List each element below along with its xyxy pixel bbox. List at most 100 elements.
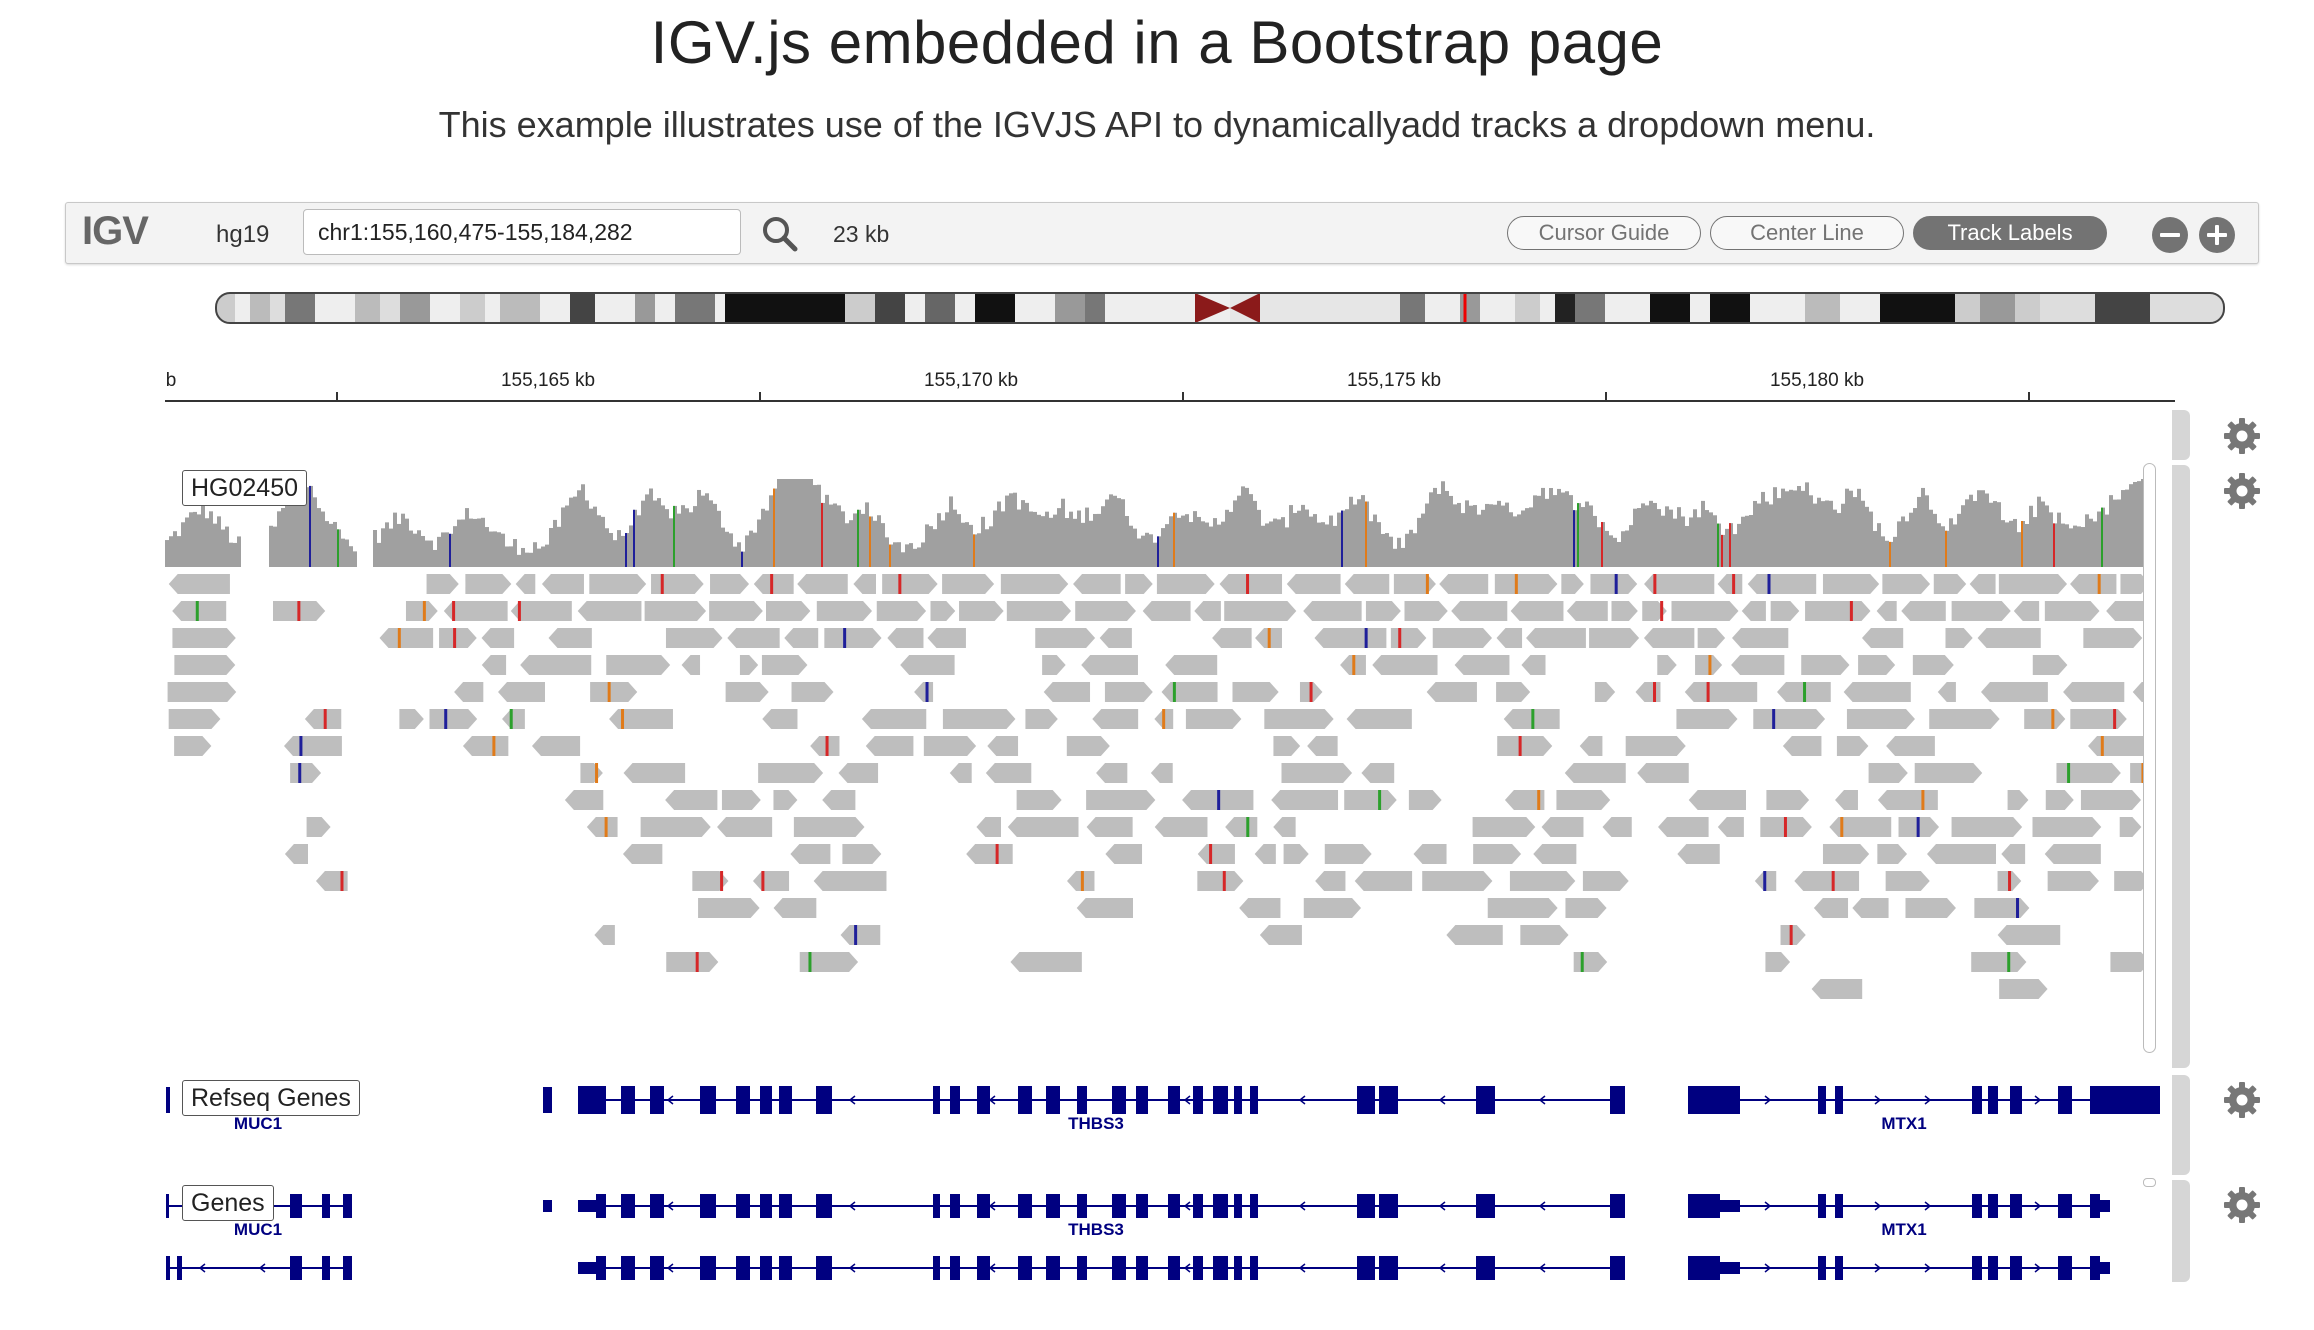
alignment-read <box>949 763 972 783</box>
coverage-bar <box>169 536 173 567</box>
genes-gene-name[interactable]: MTX1 <box>1881 1220 1927 1239</box>
coverage-bar <box>1053 514 1057 567</box>
gene-exon <box>1193 1256 1203 1280</box>
mismatch-mark <box>298 763 302 783</box>
zoom-in-icon[interactable] <box>2199 217 2235 253</box>
alignment-read <box>1344 790 1397 810</box>
refseq-gear-icon[interactable] <box>2222 1080 2262 1120</box>
alignment-read <box>1951 601 2011 621</box>
refseq-track-handle[interactable] <box>2172 1075 2190 1175</box>
mismatch-mark <box>1531 709 1535 729</box>
alignment-read <box>167 682 237 702</box>
gene-exon <box>1018 1256 1032 1280</box>
coverage-bar <box>1065 518 1069 567</box>
coverage-bar <box>1529 507 1533 567</box>
alignment-read <box>515 574 536 594</box>
alignment-track-handle[interactable] <box>2172 465 2190 1068</box>
center-line-button[interactable]: Center Line <box>1710 216 1904 250</box>
coverage-bar <box>1245 487 1249 567</box>
coverage-bar <box>1637 508 1641 567</box>
coverage-bar <box>1413 533 1417 567</box>
strand-arrow <box>1538 1201 1546 1211</box>
alignment-read <box>876 601 927 621</box>
ruler-track-handle[interactable] <box>2172 410 2190 460</box>
alignment-read <box>1731 655 1785 675</box>
refseq-gene-name[interactable]: MUC1 <box>233 1114 283 1133</box>
alignment-read <box>623 763 686 783</box>
alignment-read <box>861 709 927 729</box>
coverage-bar <box>1901 516 1905 567</box>
coverage-bar <box>861 513 865 567</box>
alignment-read <box>822 790 856 810</box>
coverage-bar <box>1725 528 1729 567</box>
coverage-bar <box>1865 506 1869 567</box>
strand-arrow <box>1874 1201 1882 1211</box>
alignment-read <box>773 898 817 918</box>
coverage-bar <box>173 531 177 567</box>
coverage-bar <box>273 526 277 567</box>
coverage-bar <box>2045 505 2049 567</box>
refseq-gene-name[interactable]: THBS3 <box>1068 1114 1124 1133</box>
genes-gene-name[interactable]: MUC1 <box>233 1220 283 1239</box>
coverage-bar <box>609 532 613 567</box>
search-icon[interactable] <box>760 214 800 254</box>
gene-exon <box>1077 1194 1087 1218</box>
alignment-read <box>1473 844 1522 864</box>
mismatch-mark <box>825 736 829 756</box>
alignment-read <box>1969 574 1996 594</box>
alignment-scrollbar[interactable] <box>2143 463 2156 1053</box>
alignment-read <box>1439 574 1489 594</box>
alignment-read <box>1212 628 1252 648</box>
mismatch-mark <box>843 628 847 648</box>
alignment-read <box>1611 601 1638 621</box>
alignment-read <box>1765 952 1791 972</box>
genes-gear-icon[interactable] <box>2222 1185 2262 1225</box>
alignment-read <box>2106 601 2150 621</box>
coverage-bar <box>2137 481 2141 567</box>
alignment-read <box>1852 898 1889 918</box>
genes-scrollbar[interactable] <box>2143 1178 2156 1187</box>
coverage-bar <box>2069 528 2073 567</box>
ideogram-band <box>1750 293 1805 323</box>
ideogram-band <box>2150 293 2224 323</box>
gene-exon <box>1077 1086 1087 1114</box>
coverage-bar <box>1665 506 1669 567</box>
coverage-bar <box>581 484 585 567</box>
coverage-bar <box>1473 505 1477 567</box>
alignment-read <box>1998 574 2068 594</box>
genes-gene-name[interactable]: THBS3 <box>1068 1220 1124 1239</box>
mismatch-mark <box>595 763 599 783</box>
coverage-bar <box>1137 538 1141 567</box>
coverage-bar <box>1481 509 1485 567</box>
strand-arrow <box>988 1095 996 1105</box>
track-labels-button[interactable]: Track Labels <box>1913 216 2107 250</box>
coverage-bar <box>1317 522 1321 567</box>
cursor-guide-button[interactable]: Cursor Guide <box>1507 216 1701 250</box>
alignment-read <box>1697 628 1726 648</box>
coverage-bar <box>1049 517 1053 567</box>
zoom-out-icon[interactable] <box>2152 217 2188 253</box>
coverage-bar <box>1557 488 1561 567</box>
coverage-bar <box>1961 505 1965 567</box>
coverage-bar <box>1809 495 1813 567</box>
gene-exon <box>950 1256 960 1280</box>
locus-search-input[interactable] <box>303 209 741 255</box>
genes-track-handle[interactable] <box>2172 1180 2190 1282</box>
coverage-bar <box>2001 520 2005 567</box>
coverage-bar <box>917 547 921 567</box>
chromosome-ideogram[interactable] <box>215 290 2227 326</box>
coverage-bar <box>905 544 909 567</box>
alignment-gear-icon[interactable] <box>2222 471 2262 511</box>
alignment-read <box>577 601 642 621</box>
coverage-bar <box>781 479 785 567</box>
alignment-read <box>315 871 348 891</box>
alignment-read <box>1073 574 1121 594</box>
coverage-bar <box>1017 509 1021 567</box>
coverage-bar <box>893 542 897 567</box>
refseq-gene-name[interactable]: MTX1 <box>1881 1114 1927 1133</box>
ruler-gear-icon[interactable] <box>2222 416 2262 456</box>
strand-arrow <box>1874 1095 1882 1105</box>
alignment-read <box>1564 763 1626 783</box>
alignment-read <box>304 709 342 729</box>
